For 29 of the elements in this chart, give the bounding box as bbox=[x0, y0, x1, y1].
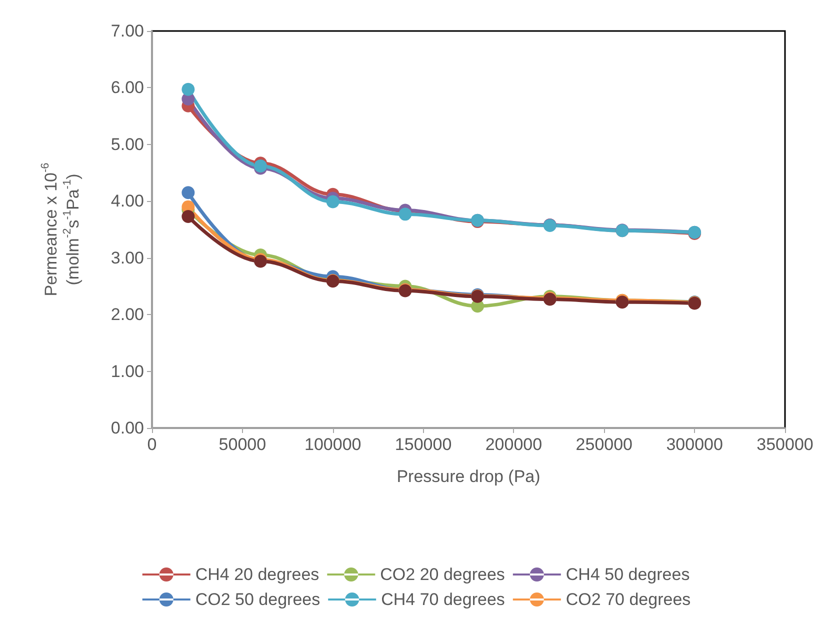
y-tick-label: 1.00 bbox=[110, 362, 144, 381]
legend-label: CO2 50 degrees bbox=[195, 590, 320, 609]
point bbox=[326, 195, 340, 208]
x-tick-label: 200000 bbox=[485, 435, 542, 454]
y-tick-label: 3.00 bbox=[110, 248, 144, 268]
x-tick-label: 350000 bbox=[756, 435, 814, 454]
point bbox=[182, 82, 195, 96]
x-tick-label: 50000 bbox=[218, 435, 266, 454]
x-tick-label: 300000 bbox=[666, 435, 723, 454]
y-tick-label: 6.00 bbox=[110, 78, 144, 98]
legend-label: CO2 20 degrees bbox=[380, 565, 505, 584]
y-tick-label: 2.00 bbox=[110, 305, 144, 324]
y-tick-label: 7.00 bbox=[110, 22, 144, 40]
legend-label: CH4 20 degrees bbox=[195, 565, 320, 584]
x-tick-label: 0 bbox=[147, 435, 157, 454]
legend-label: CH4 70 degrees bbox=[381, 590, 505, 609]
y-tick-label: 4.00 bbox=[110, 192, 144, 211]
point bbox=[398, 208, 412, 221]
x-axis-title: Pressure drop (Pa) bbox=[396, 467, 540, 486]
point bbox=[182, 210, 195, 223]
x-tick-label: 250000 bbox=[576, 435, 633, 454]
point bbox=[254, 159, 268, 172]
y-tick-label: 5.00 bbox=[110, 134, 144, 154]
x-tick-label: 100000 bbox=[304, 435, 362, 454]
legend-label: CO2 70 degrees bbox=[566, 590, 691, 609]
y-tick-label: 0.00 bbox=[110, 418, 144, 438]
legend-label: CH4 50 degrees bbox=[566, 565, 690, 584]
point bbox=[182, 186, 195, 200]
x-tick-label: 150000 bbox=[394, 435, 452, 454]
